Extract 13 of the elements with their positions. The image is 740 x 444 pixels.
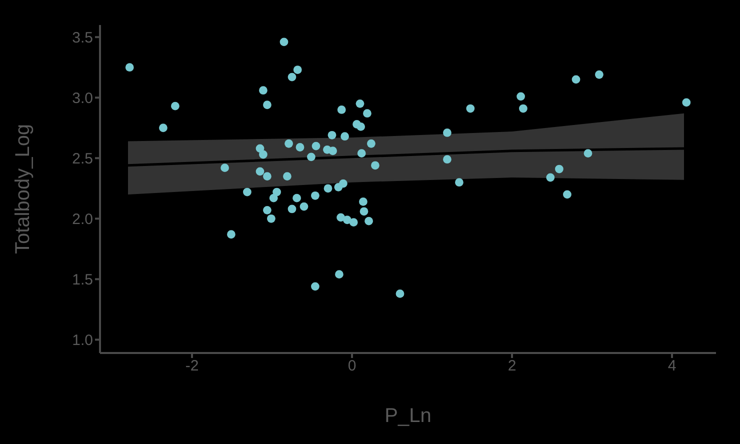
- line-series: [126, 147, 686, 167]
- y-tick-label: 1.5: [72, 271, 93, 288]
- y-tick-label: 3.5: [72, 29, 93, 46]
- x-tick-label: -2: [185, 358, 199, 375]
- x-tick-label: 4: [668, 358, 676, 375]
- y-tick-label: 2.5: [72, 150, 93, 168]
- x-tick-label: 0: [348, 358, 356, 375]
- x-tick-label: 2: [508, 358, 516, 375]
- y-tick-label: 2.0: [72, 210, 93, 228]
- y-tick-label: 1.0: [72, 332, 93, 350]
- x-axis-title: P_Ln: [384, 405, 432, 427]
- y-tick-label: 3.0: [72, 90, 93, 107]
- y-axis-title: Totalbody_Log: [12, 124, 34, 254]
